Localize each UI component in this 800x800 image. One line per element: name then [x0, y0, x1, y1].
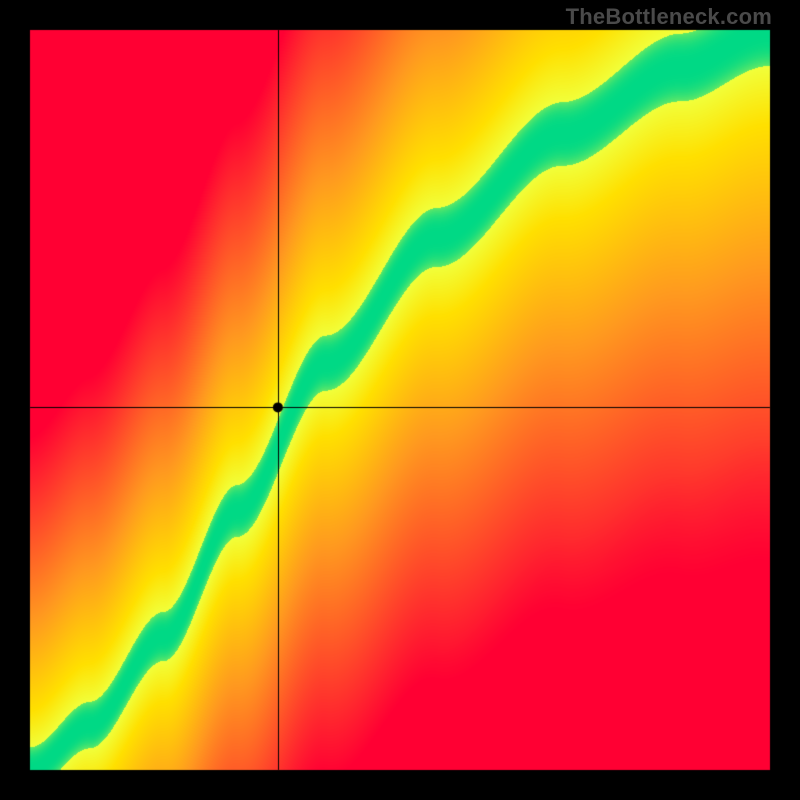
watermark-text: TheBottleneck.com — [566, 4, 772, 30]
chart-container: TheBottleneck.com — [0, 0, 800, 800]
crosshair-overlay — [0, 0, 800, 800]
